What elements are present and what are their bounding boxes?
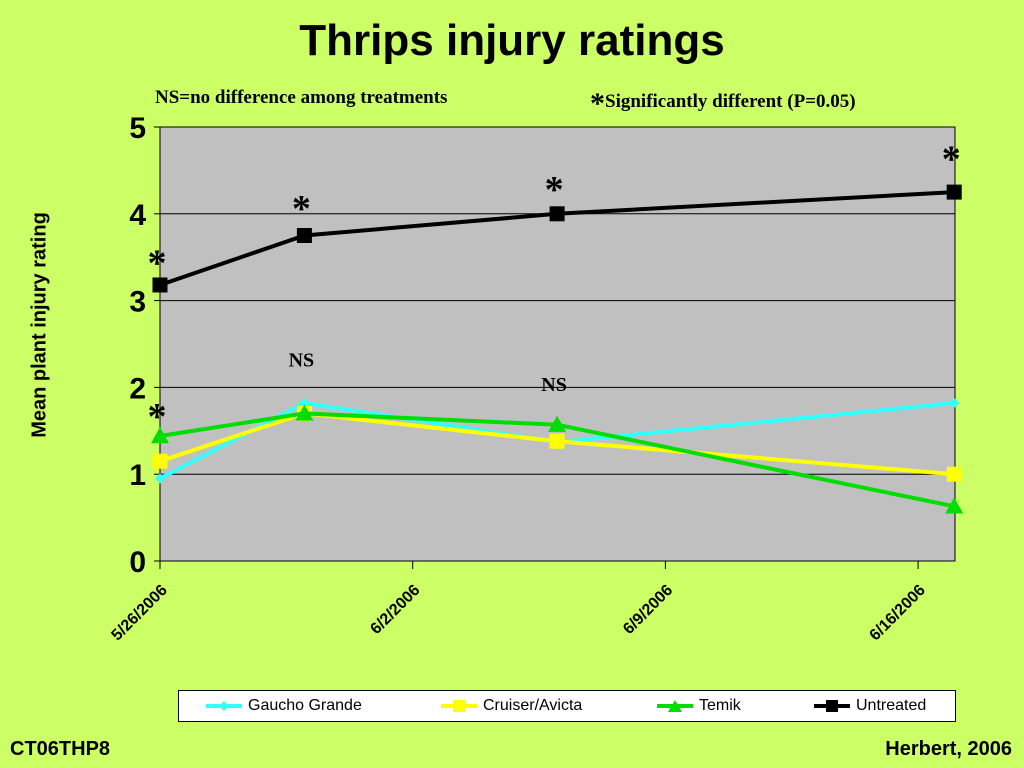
legend-item-untreated: Untreated [812,691,926,721]
significance-marker: * [292,188,311,230]
data-point-cruiser-avicta [152,453,168,469]
ns-marker: NS [289,350,315,372]
data-point-untreated [549,206,565,222]
significance-text: Significantly different (P=0.05) [605,91,856,112]
data-point-untreated [296,228,312,243]
chart-title: Thrips injury ratings [299,16,725,65]
data-point-temik [548,415,567,432]
x-tick-label: 5/26/2006 [108,582,170,644]
legend-swatch [814,700,850,712]
significance-marker: * [942,138,961,180]
legend-swatch [206,701,242,711]
x-tick-label: 6/9/2006 [620,582,676,638]
legend-item-cruiser-avicta: Cruiser/Avicta [439,691,582,721]
significance-marker: * [148,396,167,438]
y-tick-label: 5 [129,112,146,145]
data-point-temik [151,427,169,444]
legend-marker [453,700,465,712]
series-line-temik [159,411,955,509]
legend-marker [219,701,229,711]
legend-marker [826,700,838,712]
legend-item-temik: Temik [655,691,741,721]
data-point-untreated [152,277,168,293]
data-point-gaucho-grande [299,398,310,409]
data-point-gaucho-grande [949,398,960,409]
legend-label: Temik [699,697,741,714]
slide-code: CT06THP8 [10,738,111,760]
data-point-cruiser-avicta [946,466,962,482]
y-tick-label: 3 [129,286,146,319]
legend-swatch [441,700,477,712]
legend-label: Cruiser/Avicta [483,697,583,714]
significance-marker: * [545,169,564,211]
significance-note: *Significantly different (P=0.05) [590,87,856,121]
y-tick-label: 1 [129,459,146,492]
data-point-temik [295,404,314,421]
legend-label: Gaucho Grande [248,697,362,714]
line-chart: 0 1 2 3 4 5 5/26/2006 6/2/2006 6/9/2006 6/16/2006… [108,112,964,644]
legend-marker [668,700,682,712]
ns-marker: NS [541,374,567,396]
legend-label: Untreated [856,697,927,714]
x-tick-label: 6/2/2006 [367,582,423,638]
data-point-untreated [946,184,962,200]
y-tick-label: 4 [129,199,146,232]
ns-note: NS=no difference among treatments [155,87,448,108]
x-tick-label: 6/16/2006 [867,582,929,644]
significance-symbol: * [590,87,605,120]
series-line-gaucho-grande [159,400,955,481]
series-line-untreated [159,190,955,287]
data-point-temik [945,497,964,514]
author-credit: Herbert, 2006 [885,738,1012,760]
data-point-cruiser-avicta [549,433,565,449]
legend-swatch [657,700,693,712]
data-point-gaucho-grande [155,473,165,484]
series-line-cruiser-avicta [159,411,955,477]
significance-marker: * [148,243,167,285]
chart-legend: Gaucho Grande Cruiser/Avicta Temik Untreate… [178,690,956,722]
y-tick-label: 0 [129,546,146,579]
y-tick-label: 2 [129,372,146,405]
legend-item-gaucho-grande: Gaucho Grande [204,691,362,721]
